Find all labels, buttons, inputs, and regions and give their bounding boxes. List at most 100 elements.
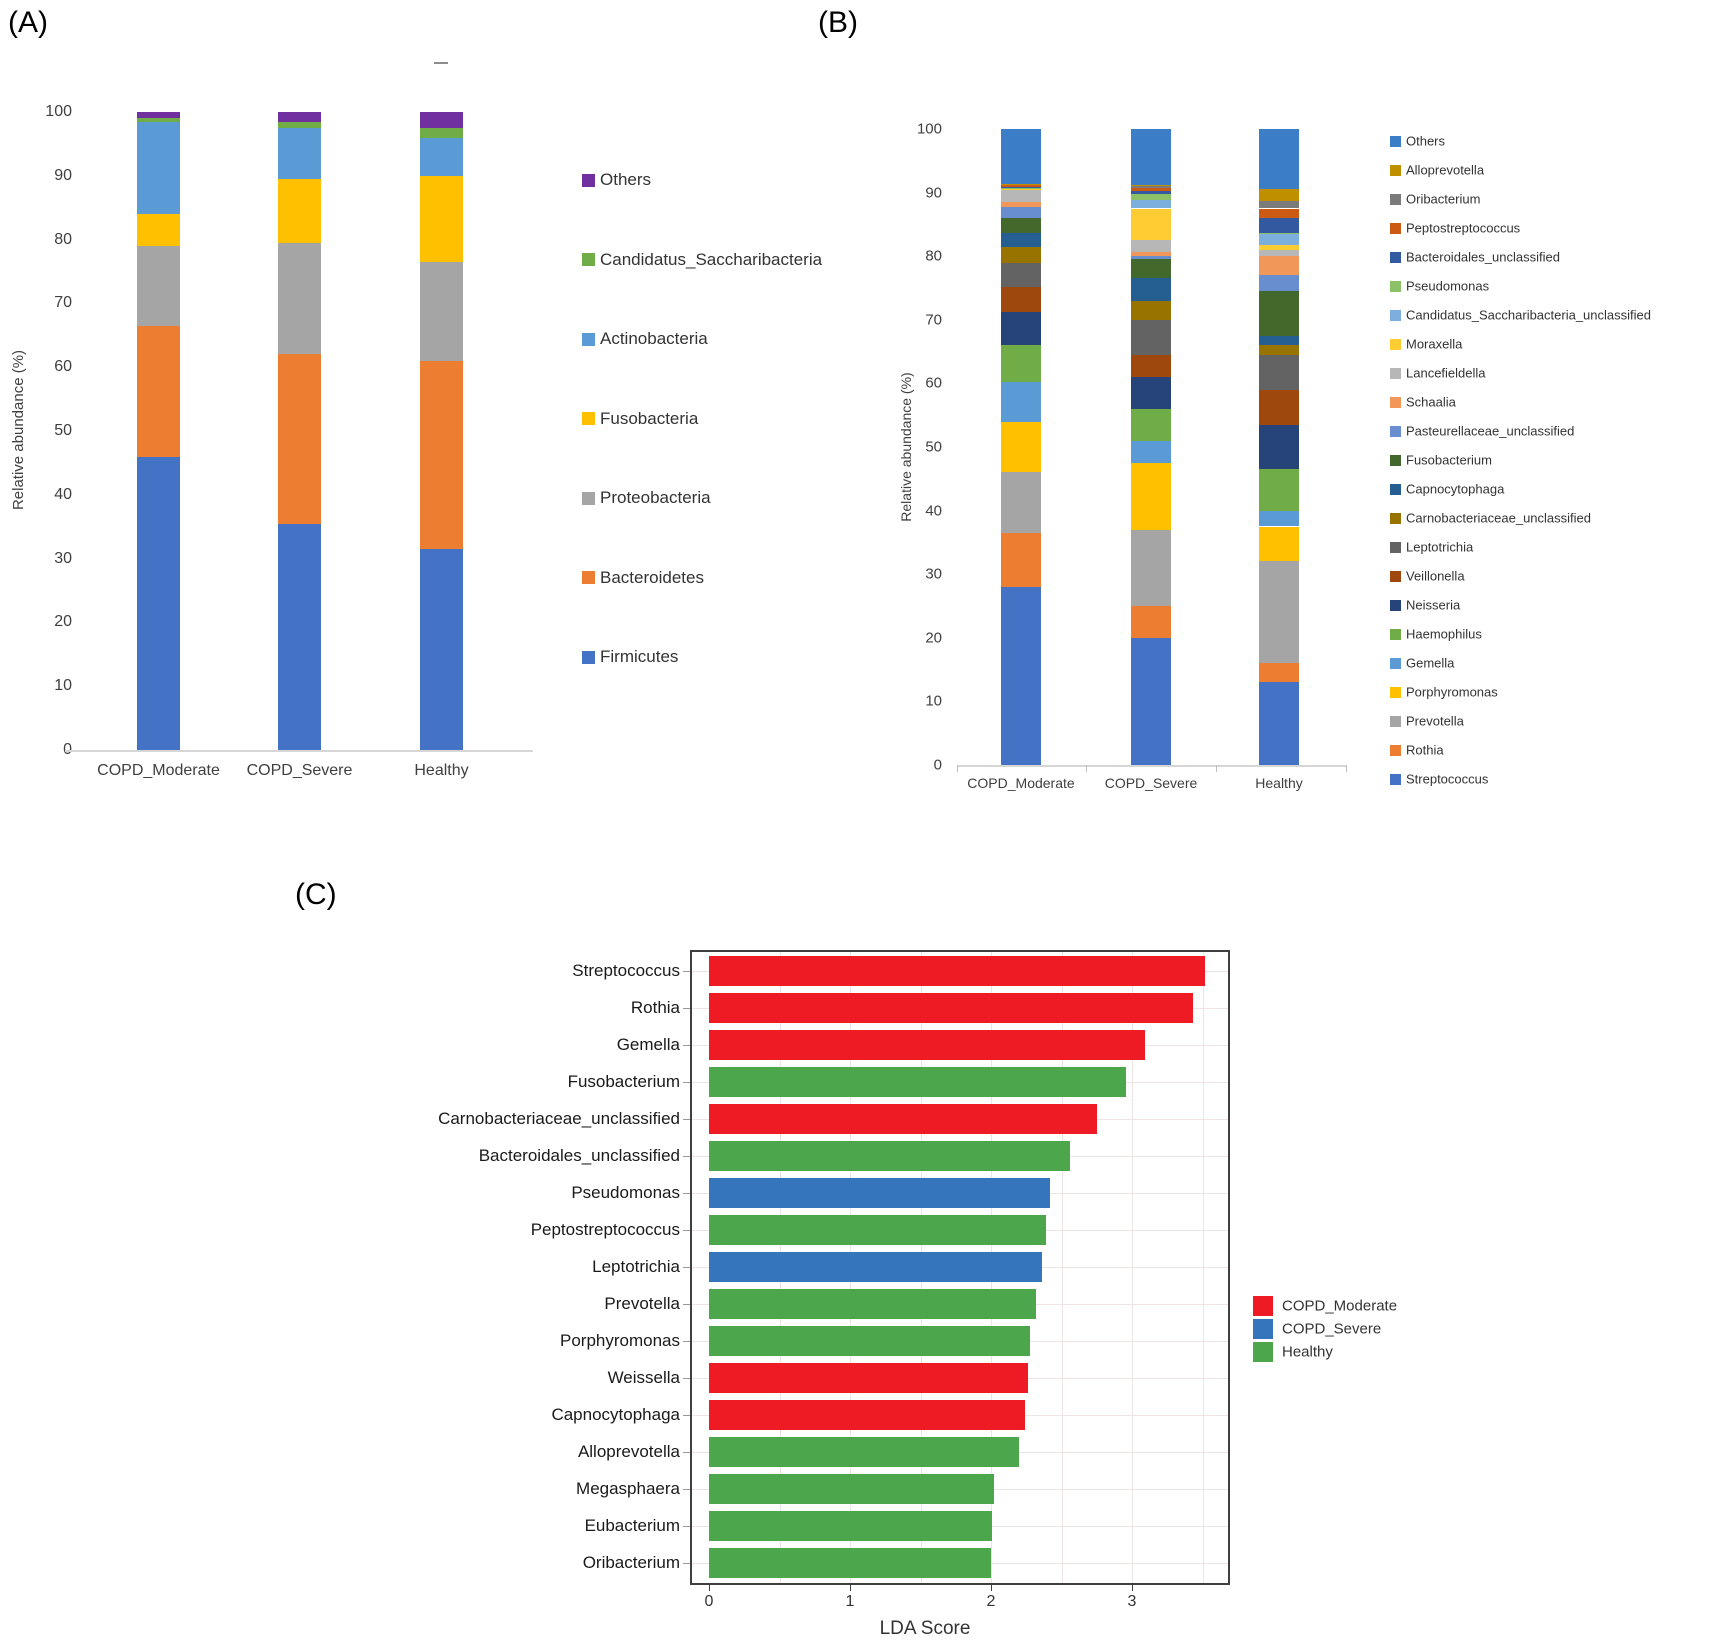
bar-segment-lancefieldella bbox=[1001, 190, 1041, 203]
category-label-bacteroidales-unclassified: Bacteroidales_unclassified bbox=[478, 1146, 680, 1165]
category-tick bbox=[683, 1230, 690, 1231]
legend-swatch-copd-severe bbox=[1253, 1319, 1273, 1339]
x-category-label-copd-moderate: COPD_Moderate bbox=[967, 775, 1075, 791]
bar-segment-candidatus-saccharibacteria bbox=[137, 118, 180, 122]
category-tick bbox=[683, 1563, 690, 1564]
x-axis-notch bbox=[1086, 765, 1087, 772]
y-tick-label-10: 10 bbox=[925, 692, 942, 710]
y-tick-label-80: 80 bbox=[925, 247, 942, 265]
category-tick bbox=[683, 1452, 690, 1453]
bar-segment-alloprevotella bbox=[1001, 183, 1041, 185]
bar-segment-others bbox=[1131, 129, 1171, 185]
category-tick bbox=[683, 1045, 690, 1046]
y-tick-label-30: 30 bbox=[925, 565, 942, 583]
bar-segment-candidatus-saccharibacteria-unclassified bbox=[1259, 233, 1299, 246]
bar-segment-others bbox=[1259, 129, 1299, 190]
bar-segment-neisseria bbox=[1131, 377, 1171, 409]
bar-segment-peptostreptococcus bbox=[1259, 208, 1299, 219]
bar-segment-moraxella bbox=[1131, 208, 1171, 241]
y-tick-label-90: 90 bbox=[54, 166, 72, 184]
bar-segment-neisseria bbox=[1259, 424, 1299, 470]
bar-segment-oribacterium bbox=[1001, 184, 1041, 186]
bar-segment-bacteroidales-unclassified bbox=[1259, 218, 1299, 233]
category-label-pseudomonas: Pseudomonas bbox=[571, 1183, 680, 1202]
lda-bar-porphyromonas bbox=[709, 1326, 1031, 1356]
bar-segment-leptotrichia bbox=[1001, 263, 1041, 287]
y-tick-label-40: 40 bbox=[54, 485, 72, 503]
category-label-alloprevotella: Alloprevotella bbox=[577, 1442, 680, 1461]
x-tick-mark-0 bbox=[709, 1585, 710, 1591]
legend-swatch-fusobacterium bbox=[1390, 454, 1401, 466]
category-label-eubacterium: Eubacterium bbox=[584, 1516, 680, 1535]
bar-segment-firmicutes bbox=[137, 456, 180, 750]
bar-segment-peptostreptococcus bbox=[1131, 187, 1171, 192]
legend-swatch-pasteurellaceae-unclassified bbox=[1390, 425, 1401, 437]
bar-segment-capnocytophaga bbox=[1131, 278, 1171, 301]
bar-segment-schaalia bbox=[1001, 202, 1041, 208]
x-axis-notch bbox=[957, 765, 958, 772]
legend-swatch-streptococcus bbox=[1390, 773, 1401, 785]
legend-swatch-haemophilus bbox=[1390, 628, 1401, 640]
y-tick-label-80: 80 bbox=[54, 230, 72, 248]
bar-segment-fusobacteria bbox=[137, 214, 180, 246]
legend-label-veillonella: Veillonella bbox=[1406, 568, 1465, 584]
bar-segment-haemophilus bbox=[1001, 345, 1041, 383]
bar-segment-pasteurellaceae-unclassified bbox=[1131, 256, 1171, 260]
legend-label-firmicutes: Firmicutes bbox=[600, 647, 679, 666]
legend-swatch-healthy bbox=[1253, 1342, 1273, 1362]
legend-label-bacteroidetes: Bacteroidetes bbox=[600, 567, 704, 587]
bar-segment-bacteroidales-unclassified bbox=[1131, 191, 1171, 194]
bar-segment-moraxella bbox=[1001, 189, 1041, 191]
x-tick-label-2: 2 bbox=[986, 1593, 996, 1610]
bar-segment-proteobacteria bbox=[137, 245, 180, 326]
bar-segment-porphyromonas bbox=[1131, 462, 1171, 530]
bar-segment-fusobacteria bbox=[278, 178, 321, 243]
bar-segment-pasteurellaceae-unclassified bbox=[1001, 207, 1041, 219]
bar-segment-moraxella bbox=[1259, 245, 1299, 250]
x-axis-notch bbox=[1346, 765, 1347, 772]
bar-segment-fusobacteria bbox=[420, 175, 463, 262]
x-axis-notch bbox=[1216, 765, 1217, 772]
y-tick-label-50: 50 bbox=[54, 422, 72, 439]
bar-segment-prevotella bbox=[1131, 529, 1171, 606]
category-tick bbox=[683, 1119, 690, 1120]
x-axis-line bbox=[957, 765, 1346, 767]
category-tick bbox=[683, 1378, 690, 1379]
bar-segment-others bbox=[278, 112, 321, 122]
bar-segment-bacteroidales-unclassified bbox=[1001, 186, 1041, 188]
lda-bar-capnocytophaga bbox=[709, 1400, 1025, 1430]
bar-segment-veillonella bbox=[1131, 354, 1171, 378]
category-tick bbox=[683, 1267, 690, 1268]
legend-label-candidatus-saccharibacteria-unclassified: Candidatus_Saccharibacteria_unclassified bbox=[1406, 307, 1651, 323]
legend-swatch-prevotella bbox=[1390, 715, 1401, 727]
bar-segment-gemella bbox=[1259, 510, 1299, 527]
bar-segment-prevotella bbox=[1001, 471, 1041, 533]
lda-bar-oribacterium bbox=[709, 1548, 991, 1578]
x-tick-label-0: 0 bbox=[704, 1593, 714, 1610]
category-label-leptotrichia: Leptotrichia bbox=[592, 1257, 680, 1276]
x-category-label-healthy: Healthy bbox=[414, 762, 469, 779]
bar-segment-lancefieldella bbox=[1131, 240, 1171, 252]
legend-label-proteobacteria: Proteobacteria bbox=[600, 488, 711, 507]
bar-segment-candidatus-saccharibacteria-unclassified bbox=[1001, 188, 1041, 190]
bar-segment-veillonella bbox=[1259, 389, 1299, 425]
bar-segment-firmicutes bbox=[420, 549, 463, 750]
category-tick bbox=[683, 1156, 690, 1157]
legend-swatch-actinobacteria bbox=[582, 332, 595, 346]
legend-swatch-veillonella bbox=[1390, 570, 1401, 582]
bar-segment-rothia bbox=[1001, 532, 1041, 587]
lda-bar-fusobacterium bbox=[709, 1067, 1127, 1097]
legend-label-leptotrichia: Leptotrichia bbox=[1406, 539, 1474, 555]
legend-swatch-copd-moderate bbox=[1253, 1296, 1273, 1316]
category-label-prevotella: Prevotella bbox=[604, 1294, 680, 1313]
x-tick-label-1: 1 bbox=[845, 1593, 855, 1610]
y-tick-label-100: 100 bbox=[45, 103, 72, 120]
x-tick-mark-2 bbox=[991, 1585, 992, 1591]
x-tick-label-3: 3 bbox=[1127, 1593, 1137, 1610]
bar-segment-veillonella bbox=[1001, 286, 1041, 313]
bar-segment-streptococcus bbox=[1259, 682, 1299, 765]
bar-segment-oribacterium bbox=[1259, 200, 1299, 209]
bar-segment-rothia bbox=[1259, 663, 1299, 683]
bar-segment-oribacterium bbox=[1131, 186, 1171, 188]
legend-swatch-peptostreptococcus bbox=[1390, 222, 1401, 234]
